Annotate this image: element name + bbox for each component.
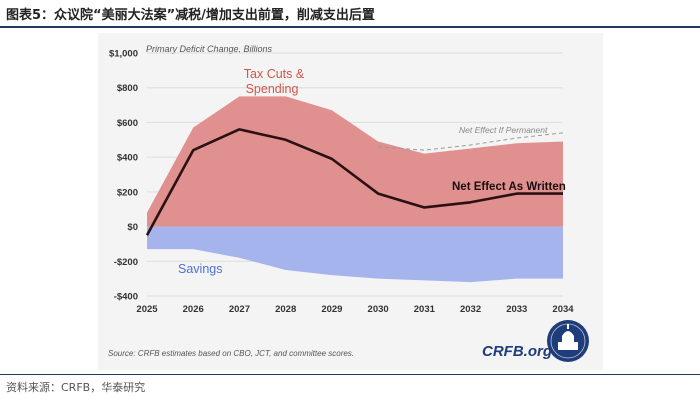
area-tax-cuts bbox=[147, 96, 563, 227]
x-tick-label: 2030 bbox=[368, 304, 389, 315]
logo-text: CRFB.org bbox=[482, 343, 552, 360]
page-title: 图表5：众议院“美丽大法案”减税/增加支出前置，削减支出后置 bbox=[6, 8, 375, 23]
x-tick-label: 2029 bbox=[321, 304, 342, 315]
footer-rule bbox=[0, 374, 700, 375]
x-tick-label: 2032 bbox=[460, 304, 481, 315]
x-tick-label: 2028 bbox=[275, 304, 296, 315]
y-tick-label: $800 bbox=[117, 83, 138, 94]
line-net-as-written bbox=[145, 128, 563, 236]
y-tick-label: $1,000 bbox=[109, 49, 138, 60]
chart-source: Source: CRFB estimates based on CBO, JCT… bbox=[108, 349, 354, 358]
annotation-tax-cuts-line1: Tax Cuts & bbox=[244, 67, 305, 81]
x-tick-label: 2031 bbox=[414, 304, 436, 315]
title-rule bbox=[0, 26, 700, 28]
line-net-permanent bbox=[378, 132, 564, 151]
x-tick-label: 2026 bbox=[183, 304, 204, 315]
chart-subtitle: Primary Deficit Change, Billions bbox=[146, 44, 273, 54]
area-savings bbox=[147, 226, 563, 283]
x-tick-label: 2027 bbox=[229, 304, 250, 315]
x-tick-label: 2033 bbox=[506, 304, 527, 315]
annotation-net-permanent: Net Effect If Permanent bbox=[459, 125, 548, 135]
y-tick-label: -$200 bbox=[114, 257, 138, 268]
y-tick-label: $200 bbox=[117, 187, 138, 198]
y-tick-label: $600 bbox=[117, 118, 138, 129]
source-footer: 资料来源：CRFB，华泰研究 bbox=[6, 381, 146, 394]
y-tick-label: $400 bbox=[117, 153, 138, 164]
logo-seal-icon bbox=[547, 320, 589, 362]
annotation-tax-cuts-line2: Spending bbox=[246, 82, 299, 96]
x-tick-label: 2034 bbox=[552, 304, 574, 315]
y-tick-label: -$400 bbox=[114, 292, 138, 303]
x-tick-label: 2025 bbox=[136, 304, 158, 315]
annotation-net-as-written: Net Effect As Written bbox=[452, 181, 566, 193]
annotation-savings: Savings bbox=[178, 262, 222, 276]
y-tick-label: $0 bbox=[127, 222, 138, 233]
